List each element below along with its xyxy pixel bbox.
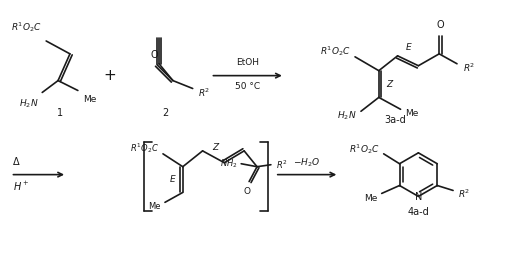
- Text: Me: Me: [83, 95, 96, 104]
- Text: $R^2$: $R^2$: [276, 158, 288, 171]
- Text: O: O: [436, 20, 444, 30]
- Text: N: N: [414, 192, 422, 202]
- Text: $R^1O_2C$: $R^1O_2C$: [130, 141, 159, 155]
- Text: O: O: [150, 50, 158, 60]
- Text: 2: 2: [162, 108, 168, 118]
- Text: $R^2$: $R^2$: [458, 187, 471, 200]
- Text: 4a-d: 4a-d: [408, 207, 429, 217]
- Text: $H^+$: $H^+$: [12, 180, 29, 193]
- Text: +: +: [103, 68, 116, 83]
- Text: 3a-d: 3a-d: [385, 115, 407, 125]
- Text: $R^1O_2C$: $R^1O_2C$: [320, 44, 351, 58]
- Text: E: E: [170, 175, 176, 184]
- Text: $H_2N$: $H_2N$: [19, 97, 38, 110]
- Text: $H_2N$: $H_2N$: [337, 110, 357, 122]
- Text: E: E: [406, 43, 412, 52]
- Text: Z: Z: [212, 143, 218, 152]
- Text: $NH_2$: $NH_2$: [219, 158, 237, 170]
- Text: $R^1O_2C$: $R^1O_2C$: [11, 20, 42, 34]
- Text: 1: 1: [57, 108, 63, 118]
- Text: Δ: Δ: [12, 157, 19, 167]
- Text: Me: Me: [149, 202, 161, 211]
- Text: $R^2$: $R^2$: [198, 86, 210, 99]
- Text: $R^1O_2C$: $R^1O_2C$: [349, 142, 380, 156]
- Text: Me: Me: [406, 109, 419, 118]
- Text: Me: Me: [365, 194, 378, 203]
- Text: O: O: [244, 186, 251, 196]
- Text: $-H_2O$: $-H_2O$: [293, 156, 320, 169]
- Text: EtOH: EtOH: [236, 58, 258, 67]
- Text: $R^2$: $R^2$: [463, 62, 475, 74]
- Text: Z: Z: [386, 79, 392, 89]
- Text: 50 °C: 50 °C: [235, 82, 259, 91]
